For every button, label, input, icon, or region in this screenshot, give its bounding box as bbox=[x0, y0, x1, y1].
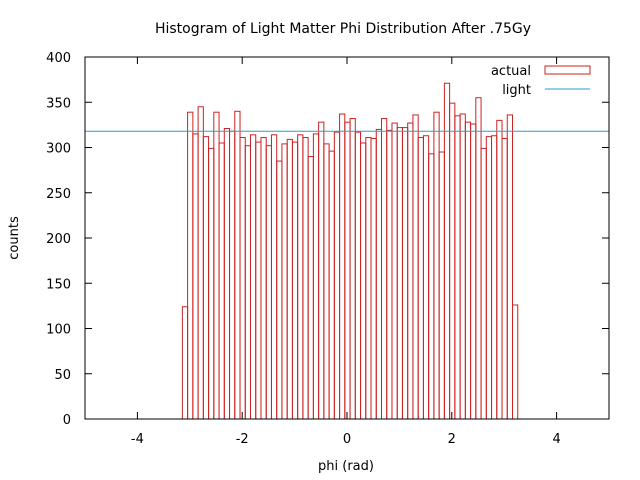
histogram-bar bbox=[255, 141, 262, 420]
y-tick-label: 350 bbox=[46, 96, 71, 111]
y-tick-label: 300 bbox=[46, 142, 71, 157]
histogram-bar bbox=[286, 138, 293, 420]
histogram-bar bbox=[375, 128, 383, 420]
x-tick-label: 2 bbox=[448, 432, 456, 447]
histogram-bar bbox=[496, 119, 503, 420]
axis-ticks: -4 -2 0 2 4 0 50 100 150 200 250 300 350 400 bbox=[46, 51, 609, 447]
histogram-bar bbox=[244, 145, 251, 420]
histogram-bar bbox=[202, 136, 210, 420]
histogram-bar bbox=[302, 137, 309, 420]
histogram-bar bbox=[239, 137, 246, 420]
histogram-bar bbox=[360, 142, 367, 420]
histogram-bar bbox=[354, 131, 362, 420]
histogram-bar bbox=[344, 121, 351, 420]
y-axis-label: counts bbox=[7, 216, 22, 260]
histogram-bar bbox=[197, 106, 204, 420]
histogram-bar bbox=[422, 135, 430, 420]
histogram-bar bbox=[365, 137, 372, 420]
chart-title: Histogram of Light Matter Phi Distributi… bbox=[155, 21, 531, 37]
histogram-bar bbox=[381, 118, 388, 420]
histogram-bar bbox=[386, 129, 393, 420]
histogram-bar bbox=[443, 82, 451, 420]
histogram-bar bbox=[454, 115, 461, 420]
histogram-bar bbox=[485, 136, 493, 420]
plot-frame bbox=[84, 56, 610, 420]
y-tick-label: 100 bbox=[46, 323, 71, 338]
y-tick-label: 250 bbox=[46, 187, 71, 202]
histogram-bar bbox=[370, 137, 377, 420]
histogram-bar bbox=[307, 156, 314, 420]
histogram-bar bbox=[506, 114, 514, 420]
histogram-bar bbox=[187, 111, 194, 420]
histogram-bar bbox=[297, 134, 304, 420]
histogram-bar bbox=[250, 134, 257, 420]
x-tick-label: 0 bbox=[343, 432, 351, 447]
x-axis-label: phi (rad) bbox=[318, 459, 374, 474]
histogram-bars bbox=[181, 82, 519, 420]
histogram-bar bbox=[213, 111, 220, 420]
histogram-bar bbox=[229, 130, 236, 420]
histogram-bar bbox=[349, 118, 356, 420]
histogram-bar bbox=[276, 160, 283, 420]
histogram-bar bbox=[449, 102, 456, 420]
histogram-bar bbox=[270, 134, 278, 420]
histogram-bar bbox=[312, 133, 320, 420]
histogram-bar bbox=[208, 147, 215, 420]
histogram-bar bbox=[501, 137, 508, 420]
histogram-bar bbox=[181, 306, 189, 420]
y-tick-label: 0 bbox=[63, 413, 71, 428]
histogram-bar bbox=[433, 111, 440, 420]
histogram-bar bbox=[218, 142, 225, 420]
histogram-bar bbox=[339, 113, 346, 420]
histogram-bar bbox=[412, 114, 419, 420]
histogram-bar bbox=[391, 122, 398, 420]
histogram-bar bbox=[396, 127, 403, 420]
y-tick-label: 50 bbox=[54, 368, 71, 383]
histogram-bar bbox=[281, 143, 288, 420]
histogram-bar bbox=[512, 304, 519, 420]
histogram-bar bbox=[333, 131, 341, 420]
histogram-bar bbox=[407, 122, 414, 420]
histogram-bar bbox=[318, 121, 325, 420]
histogram-bar bbox=[192, 133, 199, 420]
histogram-bar bbox=[265, 145, 272, 420]
histogram-bar bbox=[417, 137, 424, 420]
x-tick-label: 4 bbox=[552, 432, 560, 447]
histogram-bar bbox=[491, 135, 498, 420]
histogram-bar bbox=[470, 123, 477, 420]
x-tick-label: -4 bbox=[131, 432, 144, 447]
histogram-bar bbox=[328, 150, 335, 420]
legend-swatch-actual bbox=[544, 65, 591, 75]
legend: actual light bbox=[491, 64, 591, 98]
histogram-bar bbox=[464, 121, 472, 420]
histogram-bar bbox=[291, 141, 299, 420]
histogram-bar bbox=[438, 151, 445, 420]
y-tick-label: 150 bbox=[46, 277, 71, 292]
histogram-bar bbox=[223, 128, 231, 420]
histogram-bar bbox=[260, 137, 267, 420]
histogram-bar bbox=[401, 127, 409, 420]
histogram-bar bbox=[475, 97, 482, 420]
histogram-bar bbox=[323, 143, 330, 420]
histogram-bar bbox=[459, 113, 466, 420]
histogram-bar bbox=[480, 147, 487, 420]
y-tick-label: 400 bbox=[46, 51, 71, 66]
legend-label-actual: actual bbox=[491, 64, 531, 79]
histogram-bar bbox=[428, 153, 435, 420]
x-tick-label: -2 bbox=[236, 432, 249, 447]
histogram-bar bbox=[234, 110, 241, 420]
legend-label-light: light bbox=[502, 83, 531, 98]
y-tick-label: 200 bbox=[46, 232, 71, 247]
